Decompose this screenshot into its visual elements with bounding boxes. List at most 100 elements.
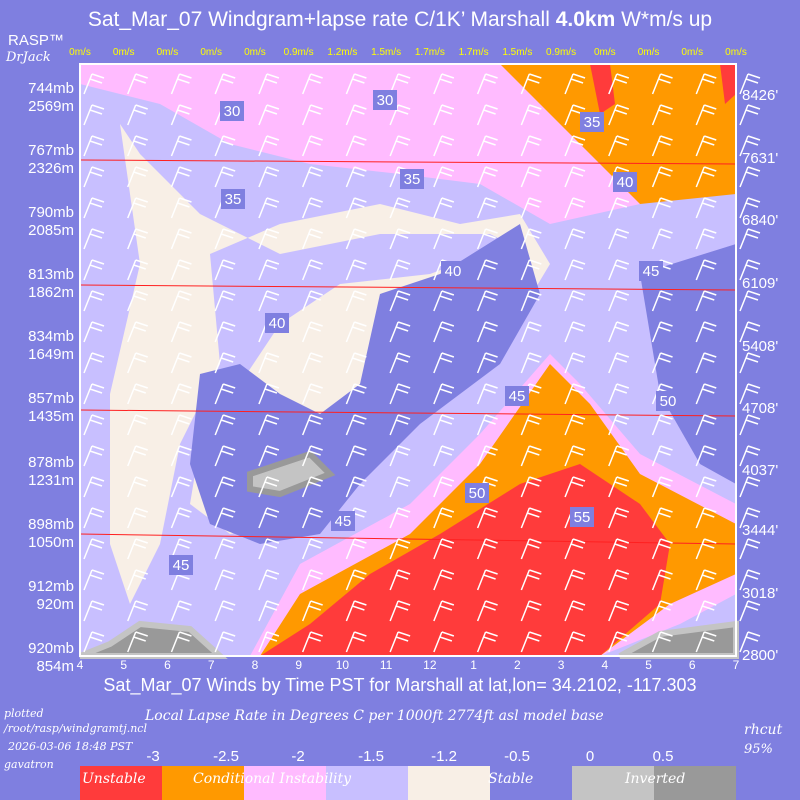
wind-barb <box>695 569 717 591</box>
wind-barb <box>170 73 192 95</box>
wind-barb <box>83 228 105 250</box>
wind-barb <box>608 352 630 374</box>
wind-barb <box>476 197 498 219</box>
wind-barb <box>695 383 717 405</box>
wind-barb <box>83 631 105 653</box>
wind-barb <box>258 259 280 281</box>
wstar-label: 0m/s <box>681 47 704 58</box>
wind-barb <box>389 352 411 374</box>
contour-label: 35 <box>584 114 601 131</box>
wind-barb <box>345 259 367 281</box>
wind-barb <box>695 228 717 250</box>
wstar-label: 0m/s <box>156 47 179 58</box>
contour-label-box <box>639 261 663 281</box>
contour-label-box <box>580 112 604 132</box>
wstar-label: 1.7m/s <box>414 47 445 58</box>
wind-barb <box>695 631 717 653</box>
wind-barb <box>258 290 280 312</box>
wind-barb <box>258 538 280 560</box>
contour-label-box <box>465 483 489 503</box>
wind-barb <box>739 73 761 95</box>
region-top-red <box>590 64 736 114</box>
wind-barb <box>127 631 148 653</box>
wind-barb <box>739 569 761 591</box>
wind-barb <box>258 197 280 219</box>
wind-barb <box>258 228 280 250</box>
x-tick-label: 5 <box>120 658 128 672</box>
wind-barb <box>695 600 717 622</box>
wind-barb <box>651 414 673 436</box>
right-axis-label: 5408' <box>742 338 779 355</box>
right-axis-label: 4708' <box>742 400 779 417</box>
wind-barb <box>258 476 280 498</box>
x-tick-label: 2 <box>513 658 521 672</box>
legend-swatch <box>244 766 326 800</box>
left-axis-mb: 744mb <box>28 80 74 97</box>
wind-barb <box>520 290 542 312</box>
wind-barb <box>651 507 673 529</box>
wind-barb <box>651 352 673 374</box>
footer-date: 2026-03-06 18:48 PST <box>8 740 133 753</box>
right-axis-label: 6840' <box>742 212 779 229</box>
wind-barb <box>433 104 455 126</box>
wind-barb <box>651 166 673 188</box>
wind-barb <box>389 507 411 529</box>
x-tick-label: 7 <box>732 658 740 672</box>
wind-barb <box>83 445 105 467</box>
wind-barb <box>564 538 586 560</box>
wind-barb <box>651 290 673 312</box>
wind-barb <box>520 352 542 374</box>
wind-barb <box>214 73 236 95</box>
contour-label: 40 <box>269 315 286 332</box>
wind-barb <box>214 414 236 436</box>
wind-barb <box>258 73 280 95</box>
wind-barb <box>170 166 192 188</box>
wind-barb <box>127 197 148 219</box>
legend-swatch <box>80 766 162 800</box>
wind-barb <box>739 135 761 157</box>
wind-barb <box>695 290 717 312</box>
wind-barb <box>433 600 455 622</box>
wind-barb <box>476 414 498 436</box>
wind-barb <box>389 476 411 498</box>
wind-barb <box>170 600 192 622</box>
wind-barb <box>301 569 323 591</box>
wind-barbs <box>83 73 761 653</box>
wind-barb <box>651 476 673 498</box>
wind-barb <box>695 135 717 157</box>
wind-barb <box>127 259 148 281</box>
wind-barb <box>345 383 367 405</box>
wind-barb <box>389 414 411 436</box>
contour-label-box <box>441 261 465 281</box>
wind-barb <box>301 135 323 157</box>
wind-barb <box>651 321 673 343</box>
left-axis-mb: 878mb <box>28 454 74 471</box>
x-tick-label: 6 <box>688 658 696 672</box>
x-tick-label: 10 <box>335 658 350 672</box>
wind-barb <box>83 166 105 188</box>
wind-barb <box>608 538 630 560</box>
contour-label-box <box>331 511 355 531</box>
wind-barb <box>651 73 673 95</box>
wind-barb <box>476 259 498 281</box>
wind-barb <box>389 600 411 622</box>
wind-barb <box>651 445 673 467</box>
contour-label-box <box>220 101 244 121</box>
wind-barb <box>739 383 761 405</box>
wind-barb <box>476 569 498 591</box>
wind-barb <box>476 104 498 126</box>
wind-barb <box>608 414 630 436</box>
wind-barb <box>695 166 717 188</box>
wind-barb <box>695 414 717 436</box>
wind-barb <box>520 600 542 622</box>
wind-barb <box>608 290 630 312</box>
rasp-brand: RASP™ <box>8 32 64 49</box>
wind-barb <box>214 600 236 622</box>
left-axis-m: 1231m <box>28 472 74 489</box>
wind-barb <box>651 228 673 250</box>
wind-barb <box>476 228 498 250</box>
wind-barb <box>170 290 192 312</box>
left-axis-m: 1050m <box>28 534 74 551</box>
wind-barb <box>170 321 192 343</box>
contour-label: 50 <box>469 485 486 502</box>
